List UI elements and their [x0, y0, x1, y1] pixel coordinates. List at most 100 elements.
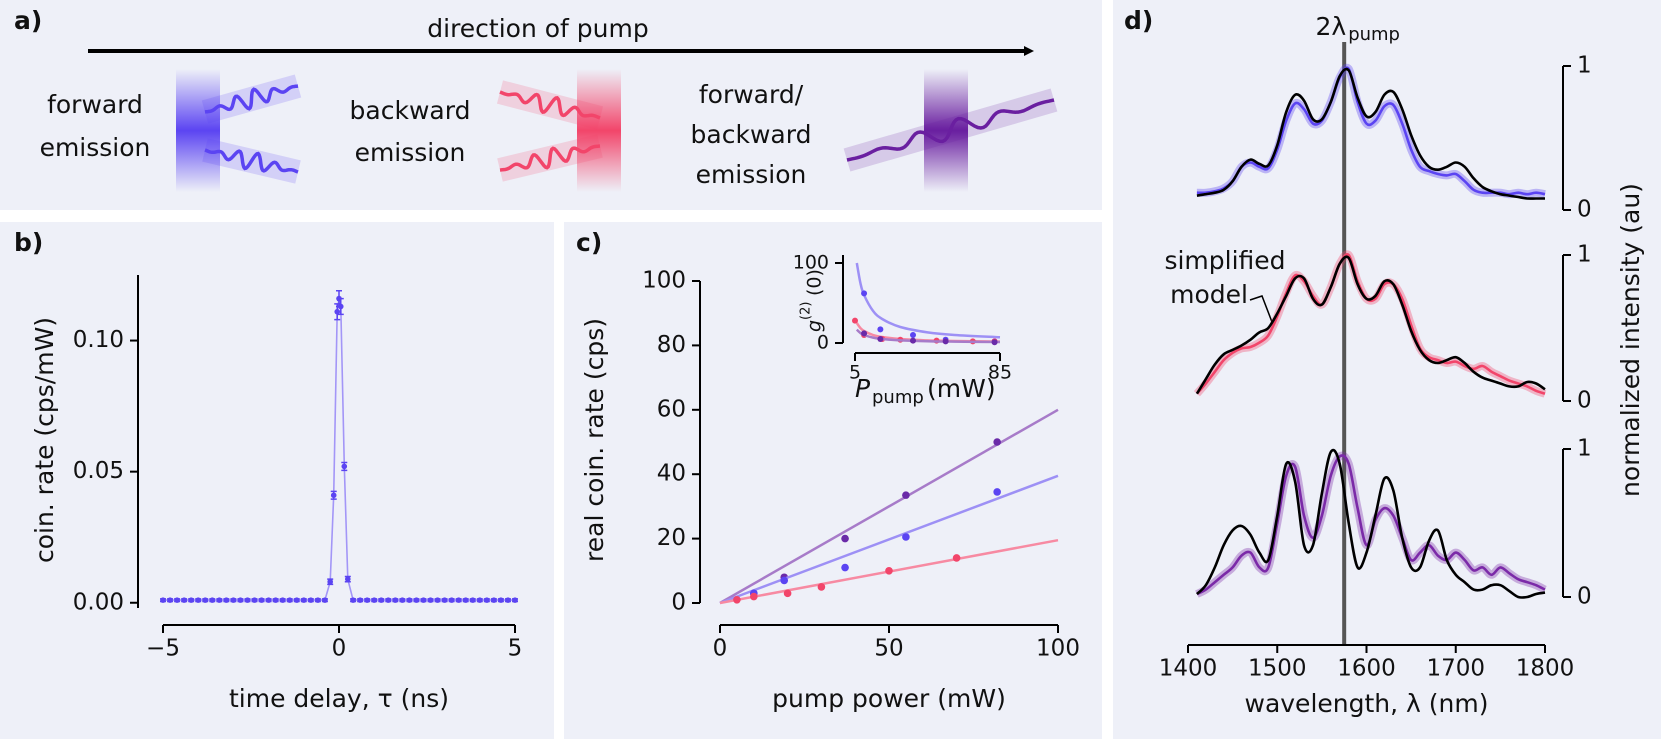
- marker: [420, 597, 427, 603]
- panel-label: b): [14, 228, 43, 257]
- y-tick-label: 80: [657, 332, 686, 358]
- marker: [350, 597, 356, 603]
- line: [1196, 448, 1546, 599]
- x-tick-label: 85: [988, 362, 1012, 384]
- photon: [499, 90, 601, 120]
- marker: [357, 597, 363, 603]
- marker: [852, 317, 858, 324]
- fit-line: [855, 262, 1001, 339]
- marker: [885, 567, 893, 575]
- y-tick-label: 0: [1577, 388, 1592, 414]
- y-tick-label: 1: [1577, 242, 1592, 268]
- photon: [499, 144, 601, 172]
- marker: [327, 578, 334, 585]
- panel-label: c): [576, 228, 602, 257]
- marker: [952, 554, 961, 562]
- marker: [434, 597, 441, 603]
- marker: [202, 597, 209, 603]
- marker: [160, 597, 166, 603]
- marker: [308, 597, 314, 603]
- photon: [204, 148, 299, 174]
- marker: [392, 597, 399, 603]
- marker: [230, 597, 237, 603]
- y-tick-label: 1: [1577, 53, 1592, 79]
- fit-line: [719, 408, 1059, 605]
- y-tick-label: 100: [642, 268, 686, 294]
- reference-label: 2λ: [1315, 12, 1346, 41]
- panel-b-bg: [0, 222, 554, 739]
- y-tick-label: 0.05: [73, 458, 124, 484]
- y-axis-label-main: g: [804, 320, 826, 332]
- emission-label: backward: [350, 96, 471, 125]
- y-tick-label: 0.00: [73, 589, 124, 615]
- y-tick-label: 20: [657, 525, 686, 551]
- y-axis-label: coin. rate (cps/mW): [30, 317, 59, 563]
- marker: [448, 597, 455, 603]
- marker: [406, 597, 413, 603]
- x-axis-label-sub: pump: [872, 387, 924, 408]
- marker: [364, 597, 370, 603]
- marker: [293, 597, 300, 603]
- inset-bg: [806, 242, 1016, 410]
- reference-label-sub: pump: [1348, 24, 1400, 45]
- marker: [780, 576, 789, 585]
- x-axis-label: time delay, τ (ns): [229, 684, 449, 713]
- y-axis-label-rest: (0): [804, 269, 826, 296]
- emission-label: emission: [40, 133, 151, 162]
- y-tick-label: 100: [793, 252, 829, 274]
- marker: [272, 597, 279, 603]
- marker: [237, 597, 244, 603]
- emission-label: emission: [696, 160, 807, 189]
- marker: [498, 597, 504, 603]
- fit-line: [719, 474, 1059, 605]
- marker: [265, 597, 272, 603]
- marker: [512, 597, 518, 603]
- marker: [315, 597, 321, 603]
- y-tick-label: 40: [657, 461, 686, 487]
- marker: [991, 339, 998, 346]
- marker: [251, 597, 258, 603]
- y-axis-label: real coin. rate (cps): [580, 318, 609, 562]
- marker: [341, 463, 348, 470]
- emission-label: forward/: [699, 80, 804, 109]
- marker: [174, 597, 180, 603]
- marker: [877, 336, 884, 342]
- marker: [750, 592, 758, 601]
- marker: [371, 597, 378, 603]
- y-tick-label: 0: [1577, 584, 1592, 610]
- marker: [216, 597, 223, 603]
- y-tick-label: 0: [1577, 197, 1592, 223]
- x-tick-label: 1700: [1426, 656, 1485, 682]
- emission-region: [577, 69, 621, 192]
- marker: [378, 597, 385, 603]
- line: [1195, 255, 1546, 395]
- arrow-label: direction of pump: [427, 14, 648, 43]
- line: [1196, 66, 1546, 196]
- x-tick-label: 5: [508, 636, 523, 662]
- x-tick-label: −5: [146, 636, 180, 662]
- marker: [345, 576, 351, 582]
- x-tick-label: 100: [1036, 636, 1080, 662]
- marker: [942, 338, 949, 345]
- marker: [783, 589, 792, 598]
- marker: [910, 337, 916, 344]
- marker: [322, 597, 328, 603]
- y-tick-label: 1: [1577, 436, 1592, 462]
- photon: [846, 98, 1055, 162]
- annotation: model: [1170, 280, 1248, 309]
- x-axis-label: wavelength, λ (nm): [1245, 689, 1489, 718]
- marker: [385, 597, 392, 603]
- panel-label: a): [14, 6, 42, 35]
- marker: [195, 597, 201, 603]
- marker: [902, 533, 910, 541]
- marker: [413, 597, 420, 603]
- panel-d-bg: [1113, 0, 1661, 739]
- marker: [223, 597, 230, 603]
- emission-label: emission: [355, 138, 466, 167]
- marker: [877, 326, 884, 333]
- marker: [258, 597, 265, 603]
- x-tick-label: 1500: [1248, 656, 1307, 682]
- marker: [441, 597, 448, 603]
- marker: [817, 583, 826, 591]
- marker: [286, 597, 293, 603]
